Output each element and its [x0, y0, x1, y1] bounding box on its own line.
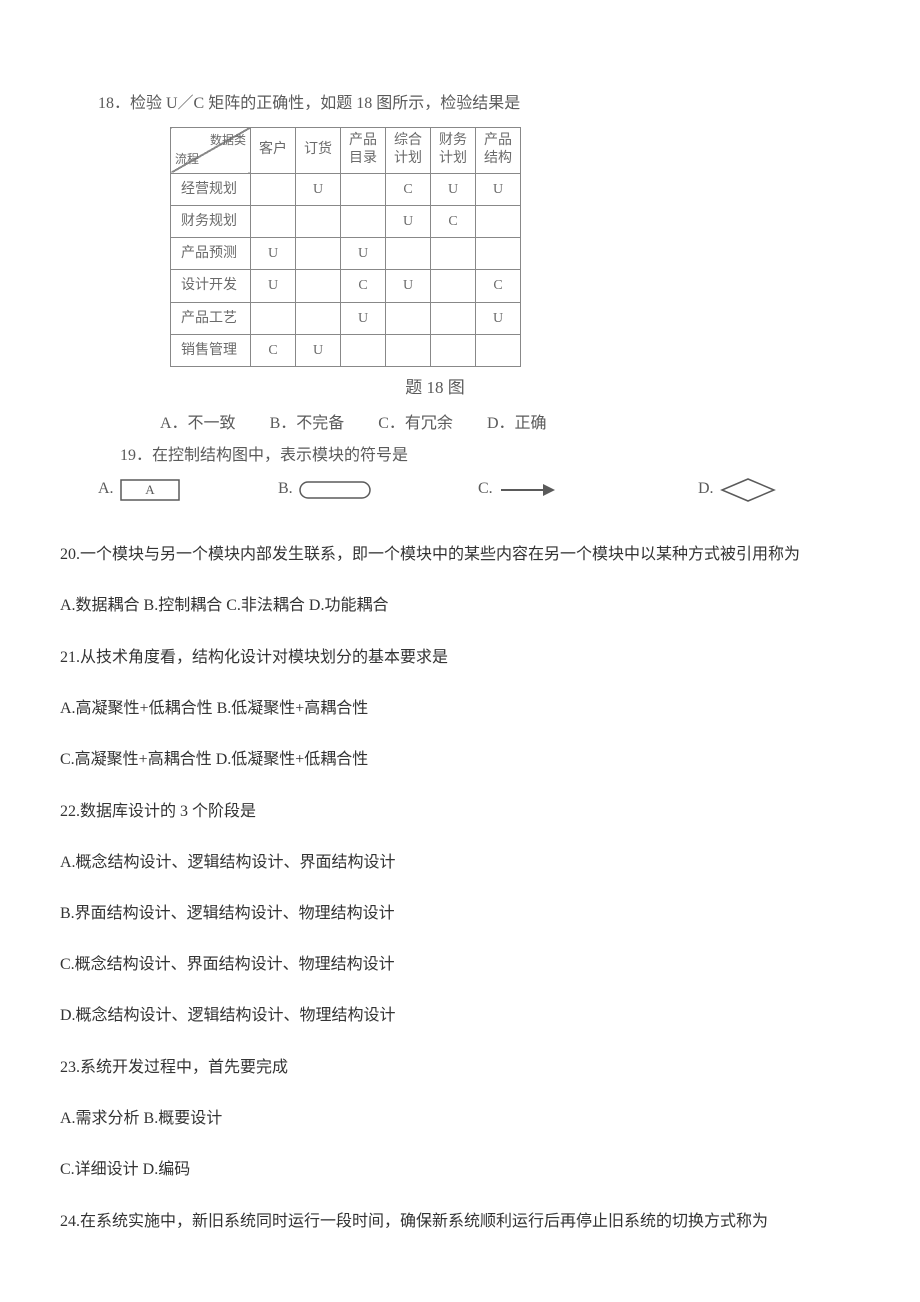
- uc-cell: U: [251, 270, 296, 302]
- uc-cell: [476, 334, 521, 366]
- option-a: A．不一致: [160, 415, 236, 432]
- table-row: 产品工艺 U U: [171, 302, 521, 334]
- uc-cell: [386, 334, 431, 366]
- uc-cell: [296, 302, 341, 334]
- rectangle-with-label-icon: A: [120, 479, 180, 501]
- uc-cell: [386, 238, 431, 270]
- uc-cell: [431, 334, 476, 366]
- option-c-label: C.: [478, 475, 493, 504]
- q22-option-b: B.界面结构设计、逻辑结构设计、物理结构设计: [60, 900, 860, 929]
- uc-cell: U: [251, 238, 296, 270]
- q23-options-line1: A.需求分析 B.概要设计: [60, 1105, 860, 1134]
- uc-cell: C: [386, 173, 431, 205]
- diag-top-label: 数据类: [210, 130, 246, 152]
- uc-cell: [296, 270, 341, 302]
- uc-cell: C: [341, 270, 386, 302]
- option-d: D．正确: [487, 415, 547, 432]
- q22-prompt: 22.数据库设计的 3 个阶段是: [60, 797, 860, 827]
- q22-option-c: C.概念结构设计、界面结构设计、物理结构设计: [60, 951, 860, 980]
- arrow-icon: [499, 479, 555, 501]
- uc-cell: [386, 302, 431, 334]
- uc-cell: [431, 238, 476, 270]
- uc-matrix-table: 数据类 流程 客户 订货 产品目录 综合计划 财务计划 产品结构 经营规划UCU…: [170, 127, 521, 367]
- row-label: 产品工艺: [171, 302, 251, 334]
- option-a-label: A.: [98, 475, 114, 504]
- row-label: 销售管理: [171, 334, 251, 366]
- uc-cell: U: [341, 302, 386, 334]
- col-header: 产品目录: [341, 127, 386, 173]
- q21-prompt: 21.从技术角度看，结构化设计对模块划分的基本要求是: [60, 643, 860, 673]
- col-header: 客户: [251, 127, 296, 173]
- diag-bottom-label: 流程: [175, 149, 199, 171]
- q23-options-line2: C.详细设计 D.编码: [60, 1156, 860, 1185]
- option-b: B．不完备: [270, 415, 345, 432]
- uc-matrix-table-wrapper: 数据类 流程 客户 订货 产品目录 综合计划 财务计划 产品结构 经营规划UCU…: [170, 127, 860, 367]
- svg-text:A: A: [145, 482, 155, 497]
- uc-cell: U: [386, 270, 431, 302]
- q21-options-line2: C.高凝聚性+高耦合性 D.低凝聚性+低耦合性: [60, 746, 860, 775]
- row-label: 产品预测: [171, 238, 251, 270]
- q19-options: A. A B. C. D.: [98, 475, 860, 504]
- uc-cell: [431, 302, 476, 334]
- table-row: 产品预测UU: [171, 238, 521, 270]
- q18-prompt: 18．检验 U／C 矩阵的正确性，如题 18 图所示，检验结果是: [98, 90, 860, 119]
- col-header: 财务计划: [431, 127, 476, 173]
- uc-cell: U: [341, 238, 386, 270]
- option-b-label: B.: [278, 475, 293, 504]
- uc-cell: U: [476, 173, 521, 205]
- uc-cell: C: [431, 205, 476, 237]
- q22-option-a: A.概念结构设计、逻辑结构设计、界面结构设计: [60, 849, 860, 878]
- uc-cell: U: [296, 173, 341, 205]
- q24-prompt: 24.在系统实施中，新旧系统同时运行一段时间，确保新系统顺利运行后再停止旧系统的…: [60, 1207, 860, 1237]
- uc-cell: [341, 173, 386, 205]
- uc-cell: U: [431, 173, 476, 205]
- q23-prompt: 23.系统开发过程中，首先要完成: [60, 1053, 860, 1083]
- uc-cell: [476, 205, 521, 237]
- figure-caption: 题 18 图: [10, 373, 860, 404]
- uc-cell: [251, 173, 296, 205]
- row-label: 设计开发: [171, 270, 251, 302]
- uc-cell: [296, 205, 341, 237]
- table-row: 经营规划UCUU: [171, 173, 521, 205]
- q18-options: A．不一致 B．不完备 C．有冗余 D．正确: [160, 410, 860, 439]
- q20-options: A.数据耦合 B.控制耦合 C.非法耦合 D.功能耦合: [60, 592, 860, 621]
- uc-cell: [431, 270, 476, 302]
- uc-cell: C: [251, 334, 296, 366]
- uc-cell: [341, 205, 386, 237]
- uc-cell: [296, 238, 341, 270]
- diamond-icon: [720, 477, 776, 503]
- col-header: 综合计划: [386, 127, 431, 173]
- table-row: 财务规划 UC: [171, 205, 521, 237]
- uc-cell: [476, 238, 521, 270]
- uc-cell: U: [296, 334, 341, 366]
- row-label: 经营规划: [171, 173, 251, 205]
- q20-prompt: 20.一个模块与另一个模块内部发生联系，即一个模块中的某些内容在另一个模块中以某…: [60, 540, 860, 570]
- col-header: 产品结构: [476, 127, 521, 173]
- uc-cell: [251, 205, 296, 237]
- q22-option-d: D.概念结构设计、逻辑结构设计、物理结构设计: [60, 1002, 860, 1031]
- uc-cell: U: [386, 205, 431, 237]
- q19-prompt: 19．在控制结构图中，表示模块的符号是: [120, 442, 860, 471]
- table-row: 销售管理CU: [171, 334, 521, 366]
- row-label: 财务规划: [171, 205, 251, 237]
- table-row: 设计开发UCUC: [171, 270, 521, 302]
- rounded-rectangle-icon: [299, 479, 371, 501]
- uc-cell: C: [476, 270, 521, 302]
- option-c: C．有冗余: [378, 415, 453, 432]
- uc-cell: U: [476, 302, 521, 334]
- col-header: 订货: [296, 127, 341, 173]
- uc-cell: [251, 302, 296, 334]
- option-d-label: D.: [698, 475, 714, 504]
- q21-options-line1: A.高凝聚性+低耦合性 B.低凝聚性+高耦合性: [60, 695, 860, 724]
- table-diag-header: 数据类 流程: [171, 127, 251, 173]
- uc-cell: [341, 334, 386, 366]
